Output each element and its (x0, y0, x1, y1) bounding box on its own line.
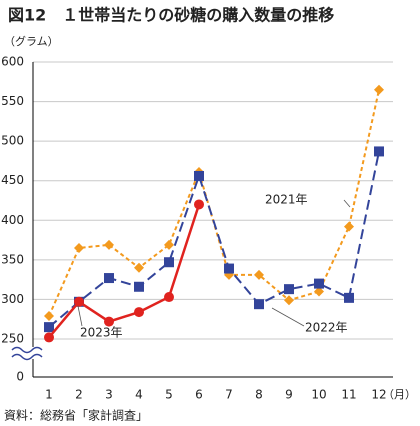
marker (134, 281, 144, 292)
y-tick-label: 300 (1, 292, 24, 306)
marker (164, 292, 174, 303)
marker (44, 332, 54, 343)
x-tick-label: 5 (165, 388, 173, 402)
marker (44, 322, 54, 333)
marker (104, 239, 114, 250)
x-tick-label: 7 (225, 388, 233, 402)
y-tick-label: 0 (16, 370, 24, 384)
x-tick-label: 8 (255, 388, 263, 402)
marker (134, 262, 144, 273)
marker (224, 263, 234, 274)
y-axis-label: （グラム） (4, 34, 59, 48)
x-tick-label: 9 (285, 388, 293, 402)
series-label: 2022年 (305, 321, 348, 335)
x-tick-label: 1 (45, 388, 53, 402)
y-tick-label: 350 (1, 252, 24, 266)
x-axis-label: （月） (383, 388, 416, 401)
x-tick-label: 11 (341, 388, 356, 402)
marker (254, 299, 264, 310)
series-line (48, 89, 380, 317)
leader-line (343, 199, 351, 208)
y-tick-label: 250 (1, 332, 24, 346)
x-tick-label: 10 (311, 388, 326, 402)
marker (284, 295, 294, 306)
leader-line (271, 307, 305, 327)
marker (374, 146, 384, 157)
marker (104, 273, 114, 284)
axis-break (11, 353, 43, 361)
marker (314, 286, 324, 297)
source: 資料：総務省「家計調査」 (4, 408, 148, 423)
series-label: 2021年 (265, 193, 308, 207)
x-tick-label: 6 (195, 388, 203, 402)
marker (284, 284, 294, 295)
marker (194, 199, 204, 210)
series-label: 2023年 (80, 326, 123, 340)
marker (74, 242, 84, 253)
marker (344, 292, 354, 303)
marker (104, 316, 114, 327)
marker (344, 221, 354, 232)
marker (74, 296, 84, 307)
series-line (48, 204, 201, 339)
y-tick-label: 600 (1, 55, 24, 69)
x-tick-label: 4 (135, 388, 143, 402)
axis-break (11, 346, 43, 354)
x-tick-label: 3 (105, 388, 113, 402)
chart-title: 図12 １世帯当たりの砂糖の購入数量の推移 (8, 6, 334, 25)
marker (194, 170, 204, 181)
y-tick-label: 450 (1, 173, 24, 187)
x-tick-label: 12 (371, 388, 386, 402)
series-line (48, 151, 380, 328)
marker (134, 307, 144, 318)
marker (314, 278, 324, 289)
x-tick-label: 2 (75, 388, 83, 402)
marker (254, 269, 264, 280)
marker (44, 311, 54, 322)
marker (164, 257, 174, 268)
leader-line (77, 305, 83, 327)
marker (374, 84, 384, 95)
y-tick-label: 550 (1, 94, 24, 108)
y-tick-label: 500 (1, 134, 24, 148)
marker (164, 239, 174, 250)
y-tick-label: 400 (1, 213, 24, 227)
